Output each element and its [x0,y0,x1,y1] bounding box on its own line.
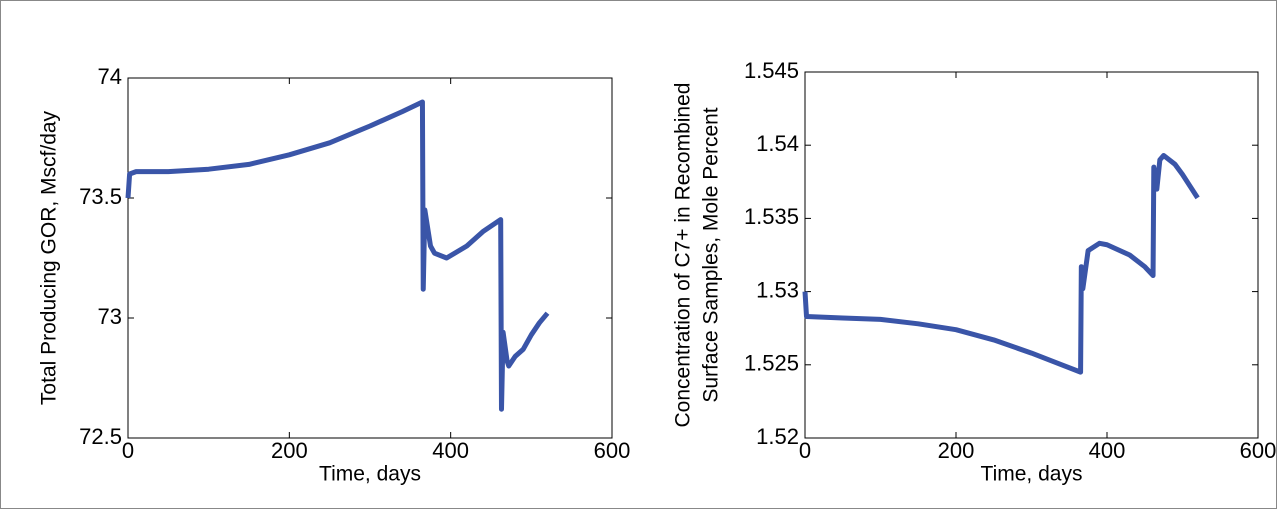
x-tick-label: 0 [799,438,811,463]
y-tick-label: 1.52 [756,424,799,449]
y-axis-label: Concentration of C7+ in Recombined [672,83,695,428]
axes-box [127,77,613,439]
x-tick-label: 200 [271,438,308,463]
y-tick-label: 1.535 [744,204,799,229]
x-tick-label: 600 [594,438,631,463]
x-tick-label: 400 [1089,438,1126,463]
x-tick-label: 200 [938,438,975,463]
axes-box [804,71,1259,439]
y-tick-label: 73.5 [79,184,122,209]
data-line [802,152,1200,375]
y-axis-label: Total Producing GOR, Mscf/day [38,110,61,405]
y-tick-label: 73 [98,304,122,329]
x-axis-label: Time, days [981,463,1083,486]
x-tick-label: 0 [122,438,134,463]
y-tick-label: 1.525 [744,351,799,376]
y-tick-label: 74 [98,64,122,89]
y-tick-label: 1.53 [756,277,799,302]
x-tick-label: 400 [432,438,469,463]
y-tick-label: 1.54 [756,131,799,156]
data-line [125,99,550,412]
y-tick-label: 1.545 [744,58,799,83]
y-tick-label: 72.5 [79,424,122,449]
x-axis-label: Time, days [319,463,421,486]
x-tick-label: 600 [1240,438,1277,463]
y-axis-label: Surface Samples, Mole Percent [700,107,723,402]
